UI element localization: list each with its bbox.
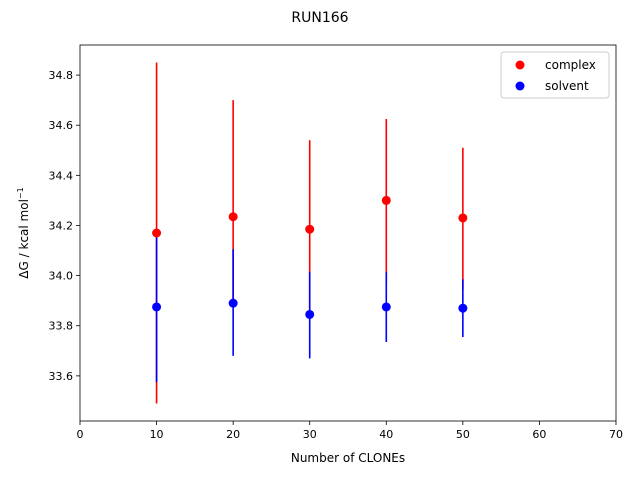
legend-label-complex: complex (545, 58, 596, 72)
x-tick-label: 60 (532, 428, 546, 441)
x-tick-label: 20 (226, 428, 240, 441)
x-axis-label: Number of CLONEs (291, 451, 405, 465)
legend-marker-complex (515, 60, 525, 70)
y-axis-label-main: ΔG / kcal mol (17, 199, 31, 279)
plot-area (80, 45, 616, 421)
data-points (152, 195, 468, 319)
y-axis-ticks: 33.6 33.8 34.0 34.2 34.4 34.6 34.8 (49, 69, 80, 383)
legend: complex solvent (500, 51, 610, 99)
y-tick-label: 34.2 (49, 219, 74, 232)
point-complex (305, 224, 315, 234)
plot-frame (79, 44, 617, 422)
y-tick-label: 34.0 (49, 270, 74, 283)
legend-box (500, 51, 610, 99)
chart-title: RUN166 (291, 10, 348, 26)
point-solvent (458, 303, 468, 313)
point-complex (458, 213, 468, 223)
y-tick-label: 33.8 (49, 320, 74, 333)
point-solvent (305, 309, 315, 319)
x-tick-label: 10 (150, 428, 164, 441)
y-tick-label: 34.8 (49, 69, 74, 82)
point-solvent (228, 298, 238, 308)
legend-label-solvent: solvent (545, 79, 589, 93)
point-complex (152, 228, 162, 238)
point-solvent (152, 302, 162, 312)
x-tick-label: 0 (77, 428, 84, 441)
y-axis-label-superscript: −1 (16, 187, 25, 199)
point-solvent (381, 302, 391, 312)
legend-marker-solvent (515, 81, 525, 91)
x-axis-ticks: 0 10 20 30 40 50 60 70 (77, 421, 623, 441)
y-tick-label: 34.6 (49, 119, 74, 132)
x-tick-label: 70 (609, 428, 623, 441)
x-tick-label: 30 (303, 428, 317, 441)
point-complex (381, 195, 391, 205)
x-tick-label: 50 (456, 428, 470, 441)
x-tick-label: 40 (379, 428, 393, 441)
y-tick-label: 34.4 (49, 169, 74, 182)
y-tick-label: 33.6 (49, 370, 74, 383)
point-complex (228, 212, 238, 222)
y-axis-label: ΔG / kcal mol−1 (16, 187, 31, 278)
